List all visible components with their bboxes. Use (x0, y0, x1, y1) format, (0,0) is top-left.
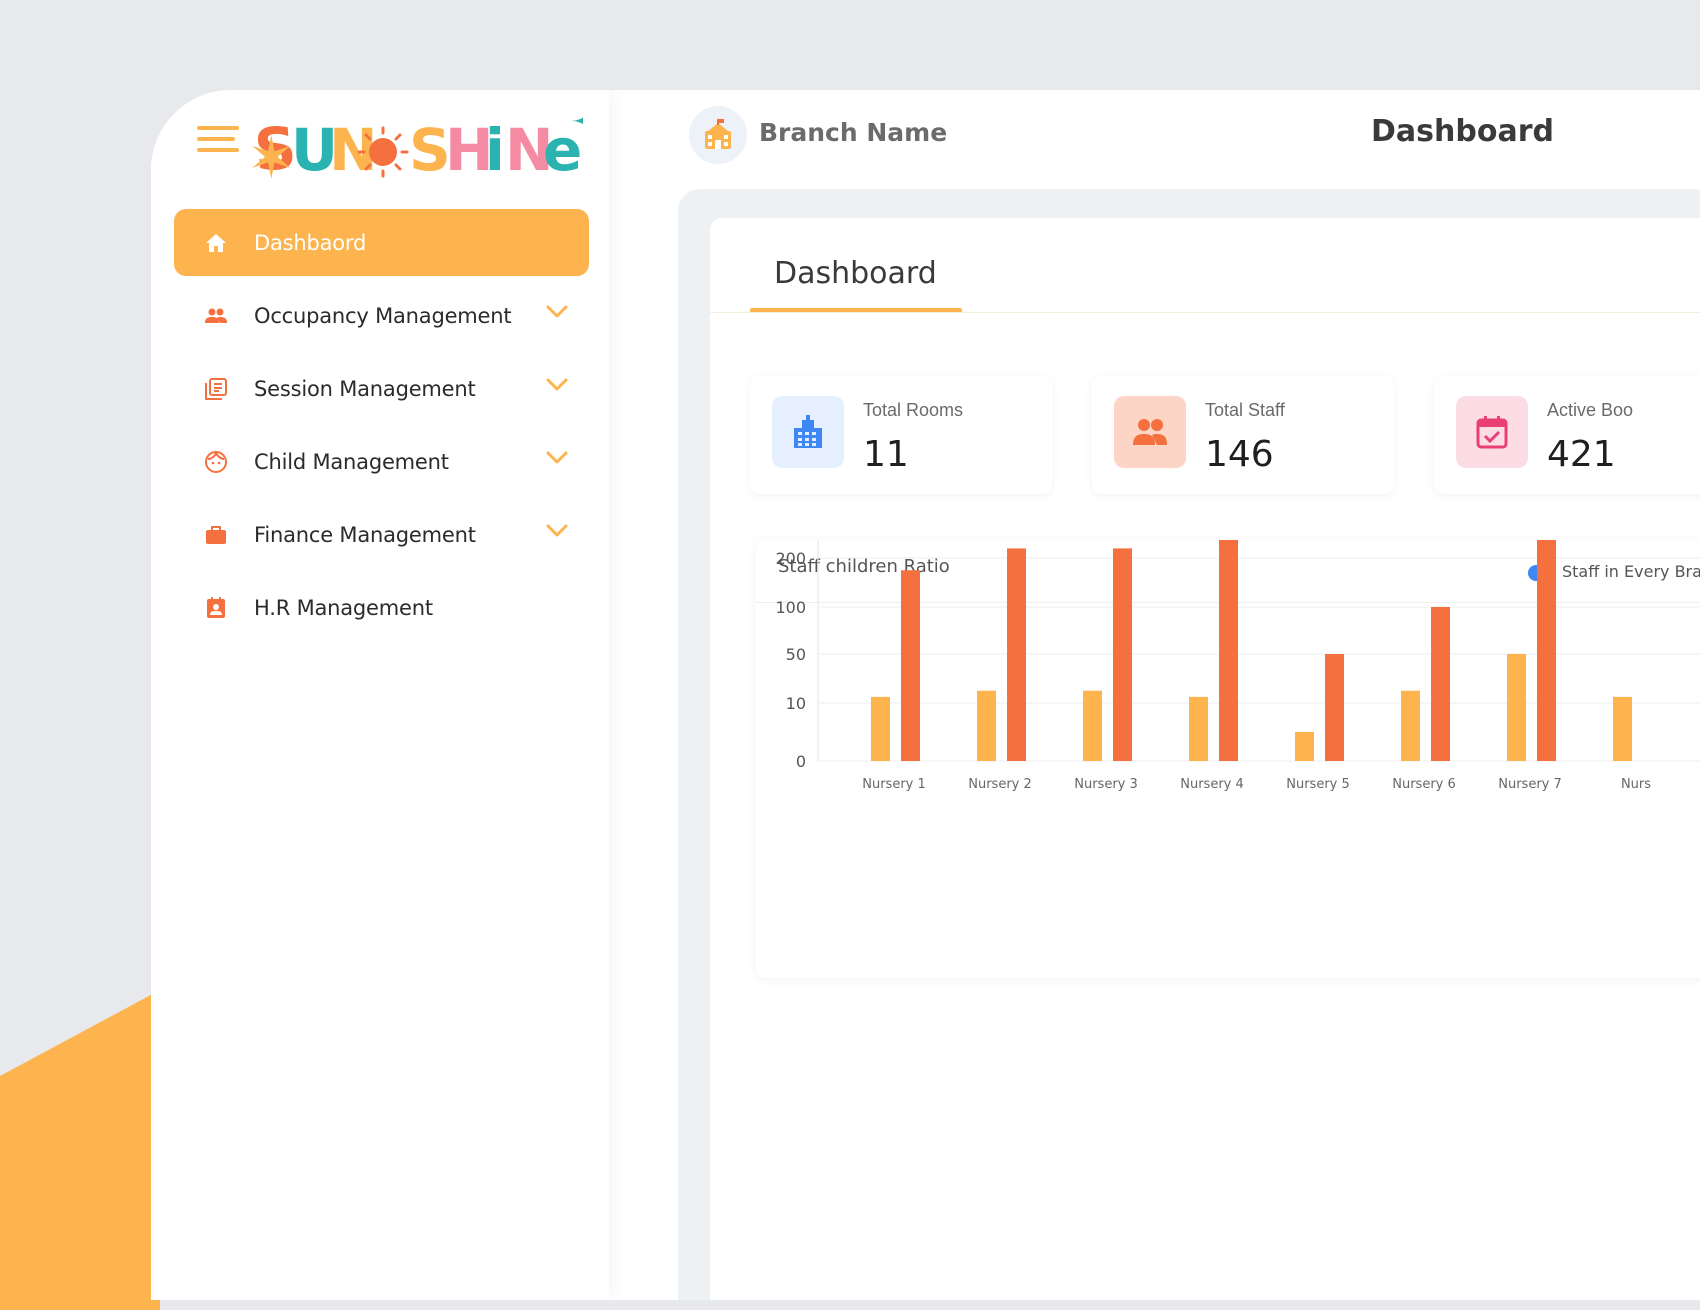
branch-name[interactable]: Branch Name (759, 118, 948, 147)
stat-value: 146 (1205, 434, 1274, 475)
x-tick-label: Nursery 2 (968, 777, 1032, 792)
bar-children-3[interactable] (1083, 690, 1102, 761)
staff-children-ratio-chart: Staff children Ratio Staff in Every Bra … (756, 540, 1700, 978)
sidebar-item-label: Session Management (254, 376, 476, 401)
sidebar-item-label: Finance Management (254, 522, 476, 547)
y-tick-label: 10 (786, 694, 806, 713)
stat-label: Total Rooms (863, 400, 964, 420)
background-shape (0, 990, 160, 1310)
x-tick-label: Nursery 5 (1286, 777, 1350, 792)
y-tick-label: 0 (796, 752, 806, 771)
svg-text:✶: ✶ (247, 124, 296, 188)
sidebar-item-label: H.R Management (254, 595, 433, 620)
y-tick-label: 50 (786, 645, 806, 664)
legend-item[interactable]: Staff in Every Bra (1562, 562, 1700, 581)
session-icon (204, 377, 228, 401)
sidebar-item-child-management[interactable]: Child Management (174, 428, 589, 495)
bar-staff-6[interactable] (1431, 607, 1450, 761)
hamburger-menu-icon[interactable] (197, 126, 239, 156)
bar-staff-7[interactable] (1537, 540, 1556, 761)
stat-card-total-staff[interactable]: Total Staff 146 (1092, 376, 1394, 494)
contact-badge-icon (204, 596, 228, 620)
svg-text:S: S (252, 114, 298, 185)
school-icon (689, 106, 747, 164)
sidebar-item-finance-management[interactable]: Finance Management (174, 501, 589, 568)
bar-children-7[interactable] (1507, 654, 1526, 761)
tab-divider (710, 312, 1700, 313)
bar-children-8[interactable] (1613, 696, 1632, 761)
x-tick-label: Nursery 3 (1074, 777, 1138, 792)
sidebar-item-occupancy-management[interactable]: Occupancy Management (174, 282, 589, 349)
svg-text:✦: ✦ (569, 108, 583, 156)
stat-value: 421 (1547, 434, 1616, 475)
sidebar-item-dashbaord[interactable]: Dashbaord (174, 209, 589, 276)
sidebar-item-label: Child Management (254, 449, 449, 474)
svg-text:N: N (505, 116, 554, 184)
bar-children-1[interactable] (871, 696, 890, 761)
sun-icon (357, 126, 409, 178)
staff-group-icon (1114, 396, 1186, 468)
bar-children-2[interactable] (977, 690, 996, 761)
bar-children-5[interactable] (1295, 732, 1314, 761)
bar-staff-4[interactable] (1219, 540, 1238, 761)
page-title: Dashboard (1371, 114, 1554, 149)
bar-children-6[interactable] (1401, 690, 1420, 761)
chevron-down-icon[interactable] (545, 523, 569, 539)
briefcase-icon (204, 523, 228, 547)
chevron-down-icon[interactable] (545, 304, 569, 320)
bar-staff-3[interactable] (1113, 548, 1132, 761)
bar-staff-1[interactable] (901, 570, 920, 761)
building-icon (772, 396, 844, 468)
people-icon (204, 304, 228, 328)
x-tick-label: Nursery 4 (1180, 777, 1244, 792)
stat-label: Active Boo (1547, 400, 1634, 420)
stat-card-active-boo[interactable]: Active Boo 421 (1434, 376, 1700, 494)
sidebar-item-session-management[interactable]: Session Management (174, 355, 589, 422)
chevron-down-icon[interactable] (545, 377, 569, 393)
bar-children-4[interactable] (1189, 696, 1208, 761)
chevron-down-icon[interactable] (545, 450, 569, 466)
app-window: S U N S H i N e ✶ ✦ Dashbaord Occupancy M… (151, 90, 1700, 1300)
stat-card-total-rooms[interactable]: Total Rooms 11 (750, 376, 1052, 494)
svg-text:S: S (409, 116, 451, 184)
sidebar: S U N S H i N e ✶ ✦ Dashbaord Occupancy M… (151, 90, 609, 1300)
y-tick-label: 200 (775, 549, 806, 568)
sidebar-item-h-r-management[interactable]: H.R Management (174, 574, 589, 641)
svg-text:i: i (485, 116, 505, 184)
x-tick-label: Nurs (1621, 777, 1651, 792)
sidebar-item-label: Dashbaord (254, 230, 367, 255)
sidebar-nav: Dashbaord Occupancy Management Session Man… (174, 209, 589, 647)
stat-label: Total Staff (1205, 400, 1285, 420)
y-tick-label: 100 (775, 598, 806, 617)
child-face-icon (204, 450, 228, 474)
calendar-check-icon (1456, 396, 1528, 468)
stat-value: 11 (863, 434, 909, 475)
tab-dashboard[interactable]: Dashboard (774, 256, 937, 291)
svg-text:U: U (291, 116, 338, 184)
tab-active-indicator (750, 308, 962, 313)
home-icon (204, 231, 228, 255)
x-tick-label: Nursery 1 (862, 777, 926, 792)
sunshine-logo: S U N S H i N e ✶ ✦ (247, 108, 583, 188)
bar-staff-2[interactable] (1007, 548, 1026, 761)
x-tick-label: Nursery 7 (1498, 777, 1562, 792)
svg-text:e: e (543, 116, 582, 184)
x-tick-label: Nursery 6 (1392, 777, 1456, 792)
bar-staff-5[interactable] (1325, 654, 1344, 761)
dashboard-panel: Dashboard Total Rooms 11 Total Staff 146 Act… (710, 218, 1700, 1300)
svg-text:H: H (445, 116, 494, 184)
sidebar-item-label: Occupancy Management (254, 303, 512, 328)
